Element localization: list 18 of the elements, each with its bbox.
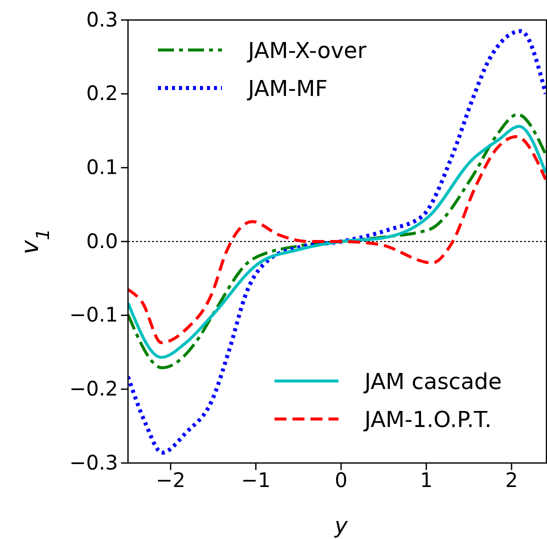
y-tick-label: 0.2 [86, 81, 118, 106]
legend-label: JAM-MF [246, 77, 328, 102]
y-tick-label: −0.2 [69, 376, 118, 401]
legend-label: JAM cascade [362, 370, 502, 395]
x-axis-title: y [334, 514, 349, 539]
x-tick-label: 2 [505, 468, 518, 492]
x-tick-label: −1 [241, 468, 271, 492]
legend-label: JAM-1.O.P.T. [362, 408, 492, 433]
x-tick-label: 0 [334, 468, 348, 492]
y-tick-label: 0.3 [86, 7, 118, 32]
y-tick-label: −0.3 [69, 450, 118, 474]
line-series [128, 29, 546, 455]
y-tick-label: 0.1 [86, 155, 118, 180]
x-tick-label: −2 [156, 468, 186, 492]
x-tick-label: 1 [420, 468, 433, 492]
y-tick-label: 0.0 [86, 228, 118, 253]
y-tick-label: −0.1 [69, 302, 118, 327]
legend-label: JAM-X-over [246, 39, 368, 64]
